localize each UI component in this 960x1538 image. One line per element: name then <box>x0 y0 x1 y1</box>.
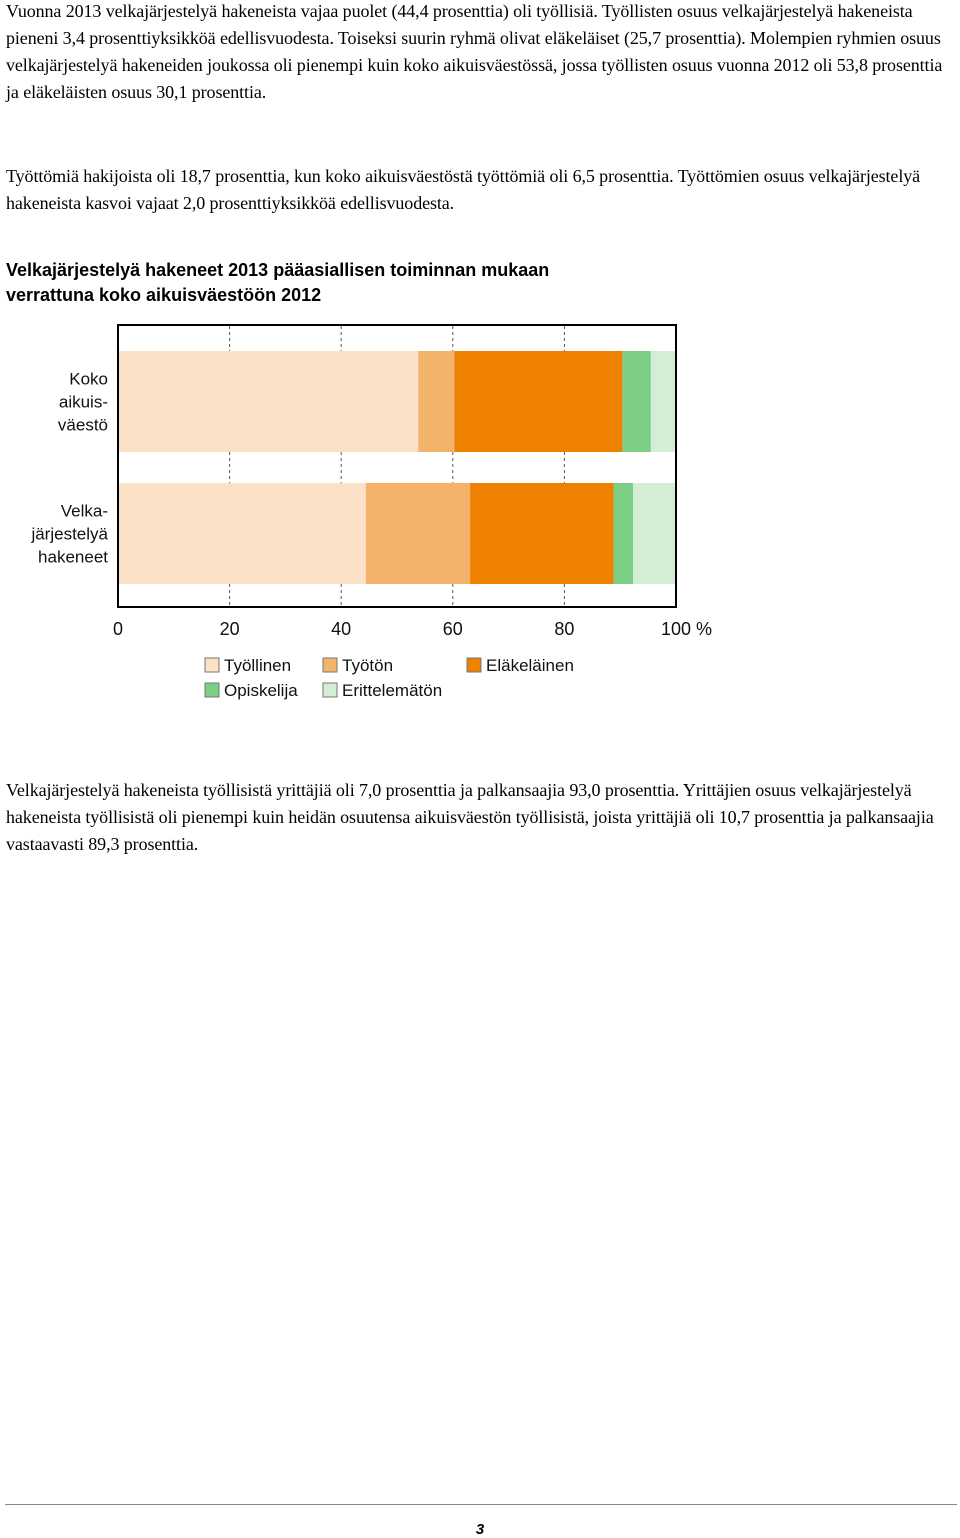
category-label: väestö <box>58 416 108 435</box>
category-label: hakeneet <box>38 548 108 567</box>
legend-swatch <box>466 657 482 673</box>
bar-segment <box>622 351 651 452</box>
bar-segment <box>633 483 676 584</box>
stacked-bar-chart: Koko aikuis-väestö Velka-järjestelyä hakene… <box>30 324 712 700</box>
paragraph-employed: Vuonna 2013 velkajärjestelyä hakeneista … <box>6 1 943 102</box>
paragraph-unemployed: Työttömiä hakijoista oli 18,7 prosenttia… <box>6 166 921 213</box>
chart-title: Velkajärjestelyä hakeneet 2013 pääasiall… <box>6 258 706 308</box>
legend-label: Työllinen <box>224 656 291 675</box>
bar-segment <box>118 351 419 452</box>
legend-swatch <box>204 682 220 698</box>
legend-swatch <box>322 682 338 698</box>
x-tick-label: 20 <box>220 619 240 639</box>
legend-label: Eläkeläinen <box>486 656 574 675</box>
x-tick-label: 40 <box>331 619 351 639</box>
x-tick-label: 80 <box>554 619 574 639</box>
bar-segment <box>418 351 455 452</box>
chart-title-line-1: Velkajärjestelyä hakeneet 2013 pääasiall… <box>6 260 550 280</box>
x-tick-label: 60 <box>443 619 463 639</box>
plot-frame-border <box>117 324 677 608</box>
legend-label: Opiskelija <box>224 681 298 700</box>
bar-segment <box>613 483 634 584</box>
legend-label: Erittelemätön <box>342 681 442 700</box>
legend-swatch <box>204 657 220 673</box>
legend-label: Työtön <box>342 656 393 675</box>
paragraph-entrepreneurs: Velkajärjestelyä hakeneista työllisistä … <box>6 780 934 854</box>
category-label: Velka- <box>61 502 108 521</box>
bar-segment <box>118 483 366 584</box>
x-tick-label: 100 % <box>661 619 712 639</box>
x-tick-label: 0 <box>113 619 123 639</box>
category-label: Koko <box>69 370 108 389</box>
category-label: järjestelyä <box>30 525 108 544</box>
page-number: 3 <box>475 1521 485 1538</box>
legend-swatch <box>322 657 338 673</box>
bar-segment <box>454 351 623 452</box>
footer-rule <box>5 1504 957 1505</box>
bar-segment <box>365 483 471 584</box>
bar-segment <box>470 483 614 584</box>
bar-segment <box>650 351 676 452</box>
chart-title-line-2: verrattuna koko aikuisväestöön 2012 <box>6 285 322 305</box>
category-label: aikuis- <box>59 393 108 412</box>
